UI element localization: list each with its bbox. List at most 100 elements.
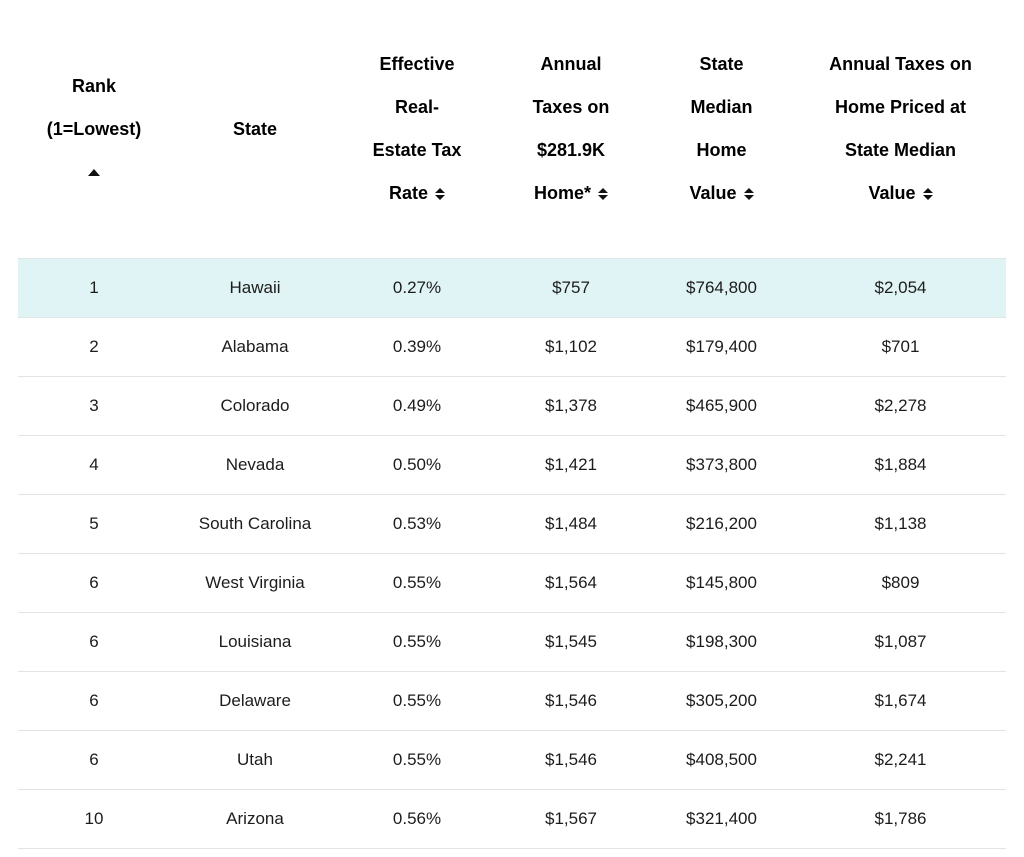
cell-rank: 5	[89, 514, 99, 533]
cell-rate: 0.53%	[392, 514, 442, 533]
cell-rank: 6	[89, 691, 99, 710]
table-row: 2 Alabama 0.39% $1,102 $179,400 $701	[18, 317, 1006, 377]
cell-rank: 6	[89, 632, 99, 651]
table-header: Rank (1=Lowest) State Effective Real- Es…	[18, 0, 1006, 259]
cell-rate: 0.56%	[392, 809, 442, 828]
cell-state: South Carolina	[198, 514, 312, 533]
sort-icon	[922, 188, 933, 201]
header-line: Rank	[71, 75, 116, 96]
col-header-taxes-median[interactable]: Annual Taxes on Home Priced at State Med…	[795, 0, 1006, 259]
cell-median-value: $408,500	[686, 750, 757, 769]
col-header-taxes-281k[interactable]: Annual Taxes on $281.9K Home*	[494, 0, 648, 259]
cell-rank: 4	[89, 455, 99, 474]
cell-median-value: $373,800	[686, 455, 757, 474]
header-line: Annual	[540, 54, 602, 74]
cell-taxes-median: $701	[881, 337, 920, 356]
header-line: Home	[696, 140, 747, 160]
header-line: Home*	[494, 172, 648, 215]
header-line: Rate	[340, 172, 494, 215]
cell-rate: 0.55%	[392, 573, 442, 592]
cell-median-value: $145,800	[686, 573, 757, 592]
cell-taxes-median: $2,054	[874, 278, 927, 297]
cell-state: Arizona	[226, 809, 284, 828]
header-line: Median	[690, 97, 753, 117]
cell-rate: 0.55%	[392, 691, 442, 710]
header-line: Value	[648, 172, 795, 215]
header-line: Effective	[379, 54, 455, 74]
cell-taxes-median: $1,087	[874, 632, 927, 651]
cell-state: Nevada	[225, 455, 285, 474]
cell-taxes-median: $2,241	[874, 750, 927, 769]
table-row: 1 Hawaii 0.27% $757 $764,800 $2,054	[18, 258, 1006, 318]
col-header-tax-rate[interactable]: Effective Real- Estate Tax Rate	[340, 0, 494, 259]
tax-rank-table-container: Rank (1=Lowest) State Effective Real- Es…	[18, 0, 1006, 849]
cell-rank: 3	[89, 396, 99, 415]
sort-icon	[598, 188, 608, 201]
cell-taxes-281k: $1,378	[545, 396, 597, 415]
cell-median-value: $179,400	[686, 337, 757, 356]
sort-icon	[743, 188, 754, 201]
header-row: Rank (1=Lowest) State Effective Real- Es…	[18, 0, 1006, 259]
cell-state: Utah	[237, 750, 273, 769]
cell-median-value: $198,300	[686, 632, 757, 651]
cell-median-value: $216,200	[686, 514, 757, 533]
cell-taxes-median: $809	[881, 573, 920, 592]
col-header-median-value[interactable]: State Median Home Value	[648, 0, 795, 259]
table-row: 3 Colorado 0.49% $1,378 $465,900 $2,278	[18, 376, 1006, 436]
cell-rate: 0.55%	[392, 750, 442, 769]
sort-ascending-icon	[18, 151, 170, 194]
table-row: 10 Arizona 0.56% $1,567 $321,400 $1,786	[18, 789, 1006, 849]
cell-rate: 0.50%	[392, 455, 442, 474]
cell-rank: 1	[89, 278, 99, 297]
tax-rank-table: Rank (1=Lowest) State Effective Real- Es…	[18, 0, 1006, 849]
cell-taxes-median: $1,138	[874, 514, 927, 533]
cell-taxes-281k: $757	[552, 278, 590, 297]
cell-rank: 6	[89, 750, 99, 769]
table-body: 1 Hawaii 0.27% $757 $764,800 $2,054 2 Al…	[18, 258, 1006, 849]
cell-rate: 0.49%	[392, 396, 442, 415]
table-row: 6 West Virginia 0.55% $1,564 $145,800 $8…	[18, 553, 1006, 613]
header-line: Value	[795, 172, 1006, 215]
cell-taxes-median: $1,884	[874, 455, 927, 474]
cell-state: Alabama	[221, 337, 289, 356]
cell-median-value: $305,200	[686, 691, 757, 710]
header-line: Taxes on	[532, 97, 610, 117]
header-line: Estate Tax	[372, 140, 462, 160]
table-row: 6 Utah 0.55% $1,546 $408,500 $2,241	[18, 730, 1006, 790]
cell-rank: 2	[89, 337, 99, 356]
cell-taxes-281k: $1,567	[545, 809, 597, 828]
cell-state: Delaware	[219, 691, 291, 710]
cell-taxes-median: $1,674	[874, 691, 927, 710]
cell-median-value: $321,400	[686, 809, 757, 828]
table-row: 4 Nevada 0.50% $1,421 $373,800 $1,884	[18, 435, 1006, 495]
header-line: Annual Taxes on	[829, 54, 972, 74]
cell-taxes-281k: $1,421	[545, 455, 597, 474]
cell-median-value: $764,800	[686, 278, 757, 297]
cell-median-value: $465,900	[686, 396, 757, 415]
header-line: $281.9K	[536, 140, 606, 160]
cell-taxes-281k: $1,484	[545, 514, 597, 533]
cell-rank: 10	[84, 809, 104, 828]
cell-state: Louisiana	[218, 632, 292, 651]
header-line: Home Priced at	[834, 97, 967, 117]
cell-taxes-median: $2,278	[874, 396, 927, 415]
sort-icon	[435, 188, 445, 201]
table-row: 5 South Carolina 0.53% $1,484 $216,200 $…	[18, 494, 1006, 554]
cell-taxes-281k: $1,545	[545, 632, 597, 651]
cell-taxes-median: $1,786	[874, 809, 927, 828]
cell-taxes-281k: $1,546	[545, 750, 597, 769]
cell-taxes-281k: $1,546	[545, 691, 597, 710]
cell-rank: 6	[89, 573, 99, 592]
header-line: State	[232, 118, 277, 139]
cell-state: West Virginia	[205, 573, 305, 592]
cell-rate: 0.39%	[392, 337, 442, 356]
col-header-rank[interactable]: Rank (1=Lowest)	[18, 0, 170, 259]
col-header-state[interactable]: State	[170, 0, 340, 259]
header-line: (1=Lowest)	[46, 118, 142, 139]
cell-rate: 0.55%	[392, 632, 442, 651]
table-row: 6 Louisiana 0.55% $1,545 $198,300 $1,087	[18, 612, 1006, 672]
cell-state: Colorado	[220, 396, 290, 415]
cell-rate: 0.27%	[392, 278, 442, 297]
cell-taxes-281k: $1,564	[545, 573, 597, 592]
